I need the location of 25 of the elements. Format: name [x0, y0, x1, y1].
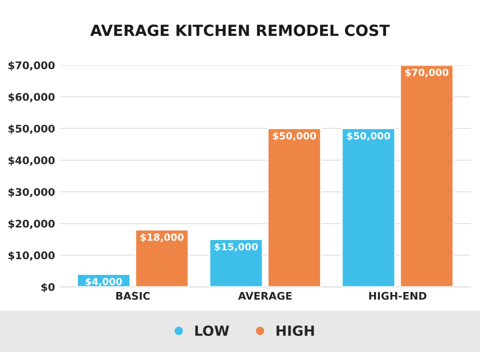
bar — [267, 128, 322, 287]
x-tick-label: AVERAGE — [238, 292, 292, 300]
x-tick-label: BASIC — [116, 292, 150, 300]
y-tick-label: $30,000 — [8, 188, 55, 198]
y-tick-label: $10,000 — [8, 251, 55, 261]
bar — [341, 128, 396, 287]
legend-label: HIGH — [276, 325, 314, 336]
y-tick-label: $50,000 — [8, 124, 55, 134]
data-label: $4,000 — [86, 278, 122, 286]
data-label: $15,000 — [214, 242, 258, 252]
data-label: $50,000 — [272, 132, 316, 141]
y-tick-label: $0 — [41, 282, 55, 292]
bar — [208, 238, 264, 287]
y-tick-label: $40,000 — [8, 156, 55, 166]
bar — [134, 229, 190, 287]
chart-title: AVERAGE KITCHEN REMODEL COST — [90, 24, 390, 36]
legend-label: LOW — [195, 325, 230, 336]
data-label: $70,000 — [405, 68, 448, 78]
y-tick-label: $20,000 — [8, 220, 55, 230]
data-label: $18,000 — [140, 233, 184, 242]
x-tick-label: HIGH-END — [369, 292, 426, 300]
y-tick-label: $70,000 — [8, 61, 55, 71]
bar — [400, 65, 454, 287]
data-label: $50,000 — [347, 132, 390, 141]
y-tick-label: $60,000 — [8, 92, 55, 102]
